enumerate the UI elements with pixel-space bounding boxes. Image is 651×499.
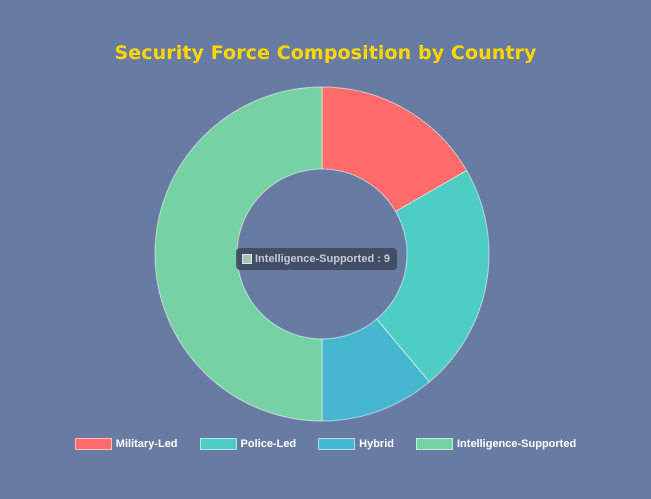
- legend-item-intelligence-supported[interactable]: Intelligence-Supported: [416, 438, 576, 450]
- tooltip-value: 9: [383, 253, 390, 265]
- legend-swatch-police-led: [199, 438, 237, 450]
- chart-title: Security Force Composition by Country: [114, 42, 537, 64]
- legend-swatch-military-led: [74, 438, 112, 450]
- slice-military-led[interactable]: [321, 86, 468, 213]
- chart-legend: Military-Led Police-Led Hybrid Intelligence…: [0, 438, 651, 450]
- tooltip-swatch: [242, 254, 252, 264]
- legend-label-military-led: Military-Led: [115, 438, 178, 450]
- legend-label-police-led: Police-Led: [240, 438, 297, 450]
- legend-label-hybrid: Hybrid: [359, 438, 394, 450]
- legend-item-hybrid[interactable]: Hybrid: [318, 438, 394, 450]
- legend-item-police-led[interactable]: Police-Led: [199, 438, 297, 450]
- slice-intelligence-supported[interactable]: [154, 86, 323, 422]
- chart-tooltip: Intelligence-Supported: 9: [236, 248, 397, 270]
- legend-swatch-hybrid: [318, 438, 356, 450]
- tooltip-label: Intelligence-Supported: [255, 253, 375, 265]
- tooltip-separator: :: [377, 253, 381, 265]
- slice-police-led[interactable]: [375, 169, 490, 383]
- legend-swatch-intelligence-supported: [416, 438, 453, 450]
- legend-label-intelligence-supported: Intelligence-Supported: [457, 438, 577, 450]
- legend-item-military-led[interactable]: Military-Led: [74, 438, 178, 450]
